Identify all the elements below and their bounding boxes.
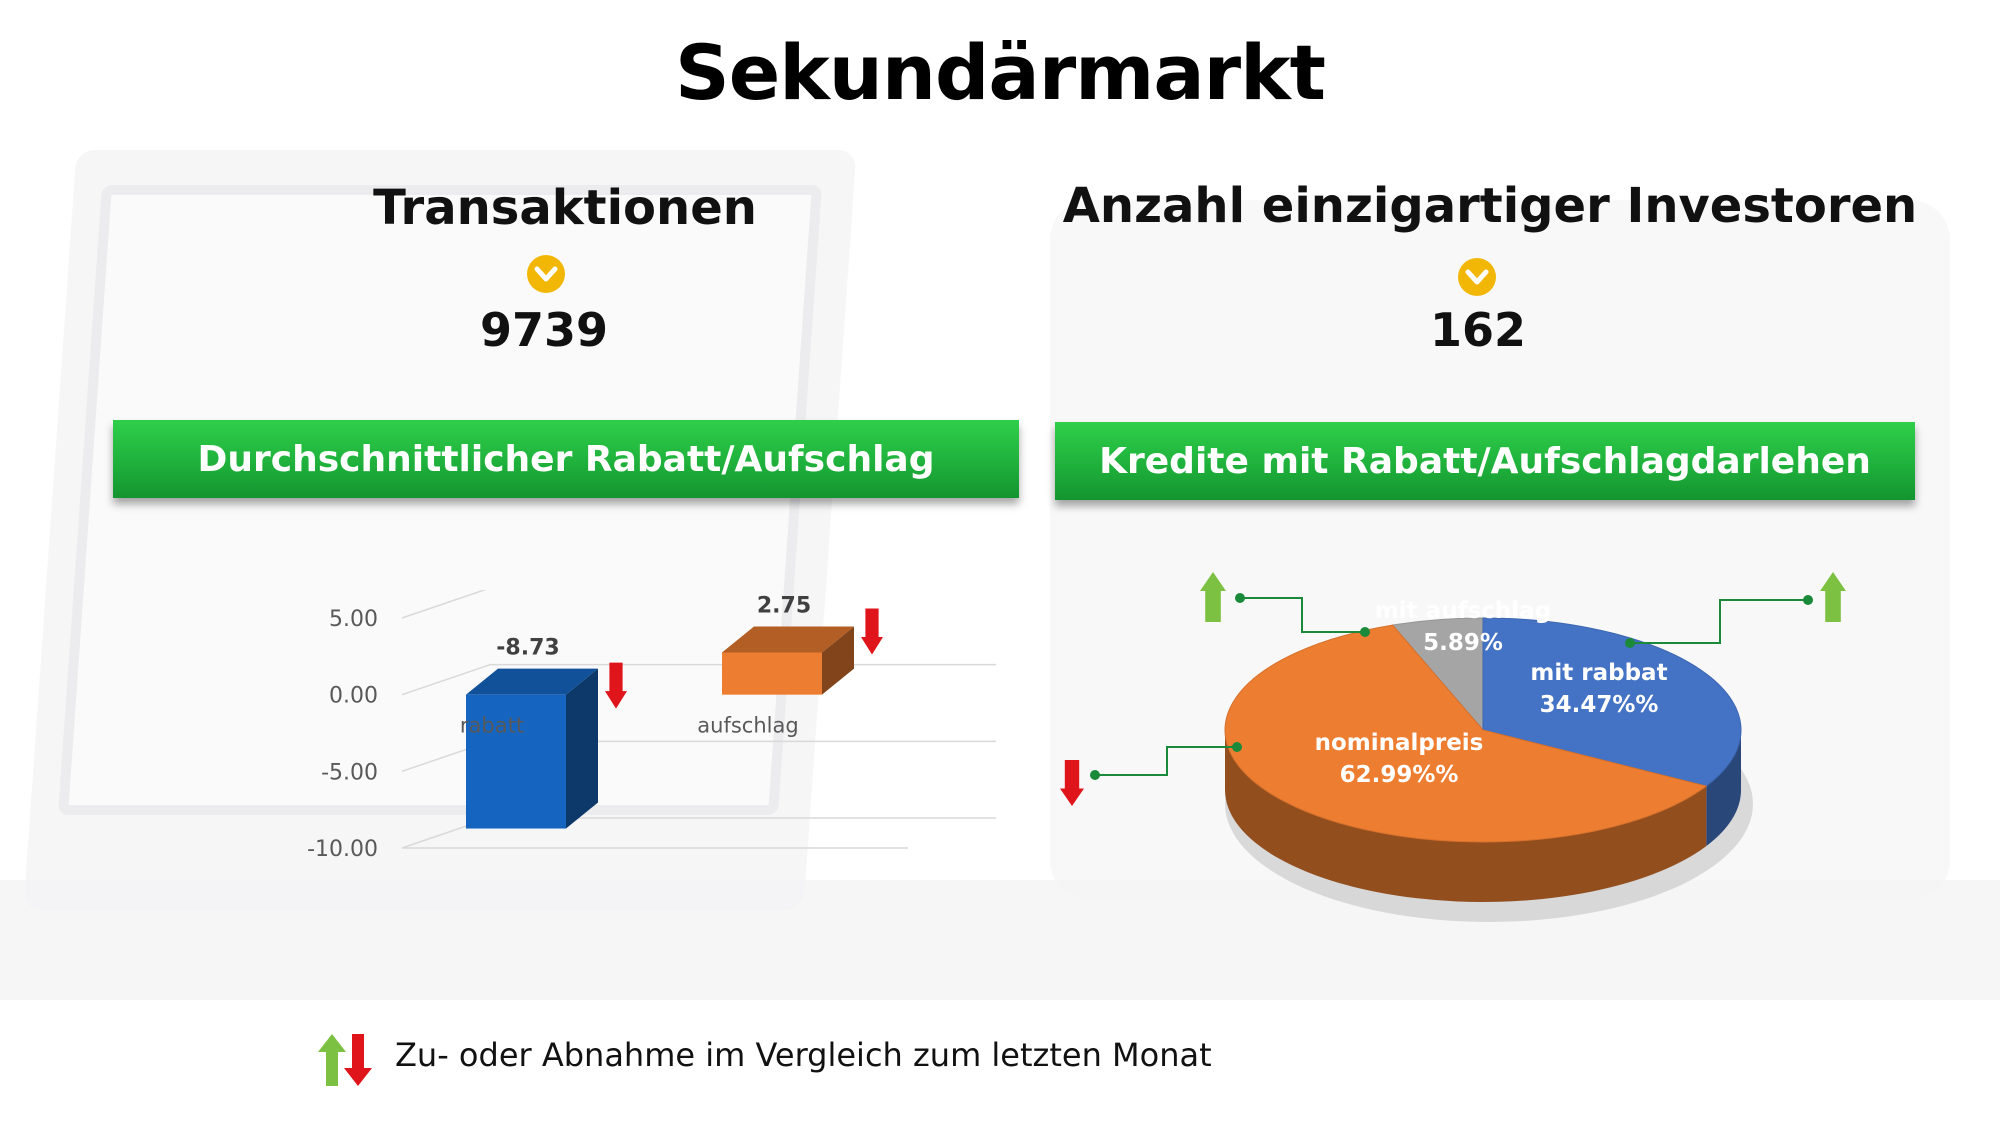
kpi-value-transactions: 9739 (479, 303, 609, 357)
callout-line (1240, 597, 1365, 633)
bar-top (722, 626, 854, 653)
callout-dot (1625, 638, 1635, 648)
y-tick-label: -10.00 (307, 837, 378, 862)
banner-loans-discount: Kredite mit Rabatt/Aufschlagdarlehen (1055, 422, 1915, 500)
bar-side (822, 626, 854, 695)
pie-value-label: 62.99%% (1340, 762, 1459, 788)
x-tick-label: aufschlag (697, 714, 798, 738)
pie-label: mit aufschlag (1375, 598, 1551, 624)
callout-dot (1803, 595, 1813, 605)
x-tick-label: rabatt (460, 714, 524, 738)
kpi-title-transactions: Transaktionen (373, 180, 757, 236)
pie-side-nominalpreis (1225, 730, 1707, 902)
bar-aufschlag (722, 626, 854, 695)
y-tick-label: -5.00 (321, 760, 378, 785)
pie-slice-nominalpreis (1224, 624, 1708, 843)
pie-value-label: 34.47%% (1540, 692, 1659, 718)
pie-slice-mit-rabbat (1482, 617, 1742, 787)
callout-line (1630, 599, 1808, 644)
bar-front (722, 652, 822, 695)
bar-rabatt (466, 668, 598, 829)
arrow-up-icon (1820, 572, 1846, 622)
chevron-down-circle-icon (527, 255, 565, 293)
chevron-down-circle-icon (1458, 258, 1496, 296)
arrow-down-icon (605, 662, 627, 709)
pie-label: nominalpreis (1315, 730, 1484, 756)
bar-value-label: -8.73 (496, 636, 559, 661)
arrow-down-icon (1060, 760, 1084, 806)
gridline-depth (401, 590, 487, 619)
callout-dot (1235, 593, 1245, 603)
bar-top (466, 668, 598, 695)
bar-side (566, 668, 598, 829)
y-tick-label: 5.00 (329, 607, 378, 632)
callout-dot (1360, 627, 1370, 637)
bar-front (466, 694, 566, 829)
banner-average-discount: Durchschnittlicher Rabatt/Aufschlag (113, 420, 1019, 498)
pie-label: mit rabbat (1530, 660, 1667, 686)
kpi-title-investors: Anzahl einzigartiger Investoren (1062, 178, 1918, 234)
footer-legend-text: Zu- oder Abnahme im Vergleich zum letzte… (395, 1036, 1212, 1074)
callout-line (1095, 746, 1237, 776)
y-tick-label: 0.00 (329, 684, 378, 709)
arrow-down-icon (861, 608, 883, 655)
gridline-depth (401, 663, 491, 696)
callout-dot (1090, 770, 1100, 780)
callout-dot (1232, 742, 1242, 752)
pie-value-label: 5.89% (1423, 630, 1503, 656)
page-title: Sekundärmarkt (674, 28, 1326, 117)
legend-arrows-icon (318, 1034, 372, 1086)
bar-chart: 5.00 0.00 -5.00 -10.00 -8.73 rabatt 2.75 aufsch… (307, 590, 996, 862)
pie-chart: mit aufschlag 5.89% mit rabbat 34.47%% nomin… (1060, 572, 1846, 922)
arrow-up-icon (1200, 572, 1226, 622)
kpi-value-investors: 162 (1429, 303, 1527, 357)
bar-value-label: 2.75 (757, 594, 811, 619)
